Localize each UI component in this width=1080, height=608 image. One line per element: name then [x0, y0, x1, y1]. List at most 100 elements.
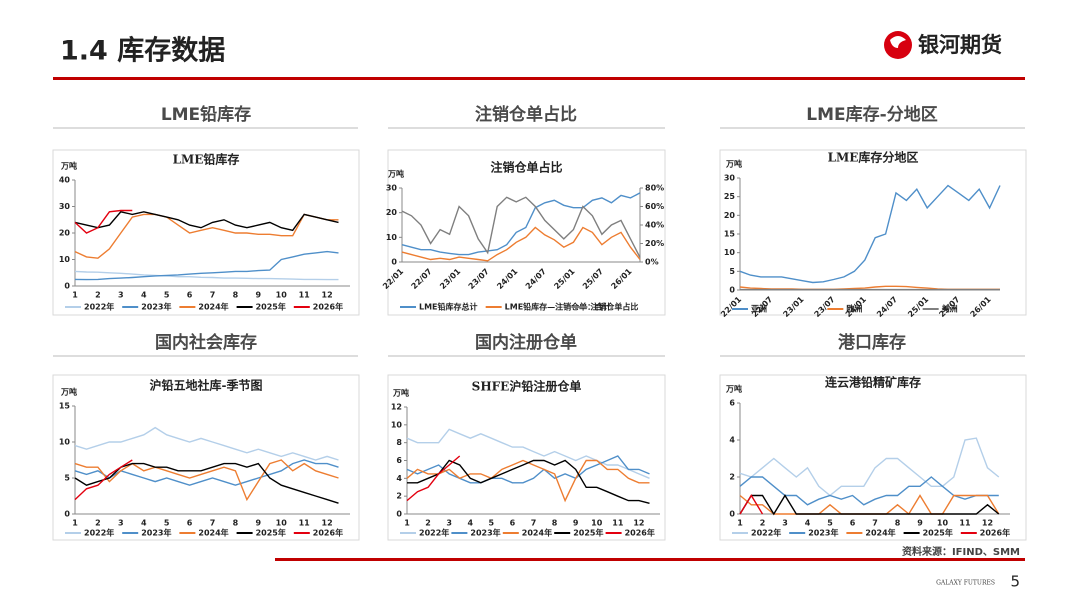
- series-line: [739, 494, 1000, 516]
- logo-text: 银河期货: [918, 33, 1002, 57]
- legend-label: 2026年: [313, 302, 343, 312]
- legend-label: 2026年: [625, 528, 655, 538]
- x-tick-label: 2: [95, 291, 101, 300]
- legend-label: 2022年: [84, 302, 114, 312]
- x-tick-label: 4: [141, 519, 147, 528]
- y-tick-label: 20: [724, 211, 736, 220]
- series-line: [74, 459, 339, 502]
- x-tick-label: 3: [782, 519, 788, 528]
- y-tick-label: 10: [391, 420, 403, 429]
- series-line: [74, 211, 339, 232]
- x-tick-label: 6: [510, 519, 516, 528]
- chart-title: 连云港铅精矿库存: [825, 375, 921, 390]
- series-line: [74, 462, 339, 504]
- y-tick-label: 4: [729, 436, 735, 445]
- section-title: LME铅库存: [161, 104, 251, 125]
- x-tick-label: 12: [982, 519, 993, 528]
- legend-label: LME铅库存—注销仓单：合计: [505, 302, 612, 312]
- x-tick-label: 5: [164, 291, 170, 300]
- y-tick-label: 0: [729, 510, 735, 519]
- legend-label: LME铅库存总计: [419, 302, 478, 312]
- y-tick-label: 30: [386, 184, 398, 193]
- x-tick-label: 11: [612, 519, 624, 528]
- series-line: [74, 270, 339, 281]
- y-tick-label: 0: [396, 510, 402, 519]
- y-tick-label: 15: [59, 402, 71, 411]
- x-tick-label: 23/07: [467, 267, 491, 291]
- series-line: [401, 192, 641, 256]
- x-tick-label: 2: [425, 519, 431, 528]
- series-line: [739, 476, 999, 506]
- legend-label: 2024年: [522, 528, 552, 538]
- x-tick-label: 8: [233, 519, 239, 528]
- x-tick-label: 24/01: [495, 267, 519, 291]
- y-tick-label: 6: [396, 456, 402, 465]
- page-title: 1.4 库存数据: [60, 36, 225, 67]
- x-tick-label: 4: [805, 519, 811, 528]
- legend-label: 2024年: [198, 302, 228, 312]
- section-title: 国内社会库存: [155, 332, 257, 353]
- y-tick-label: 0: [64, 510, 70, 519]
- legend-label: 2023年: [141, 528, 171, 538]
- section-title: 注销仓单占比: [475, 104, 577, 125]
- header-rule: [53, 77, 1025, 80]
- unit-label: 万吨: [387, 169, 404, 179]
- x-tick-label: 5: [164, 519, 170, 528]
- y-tick-label: 4: [396, 474, 402, 483]
- x-tick-label: 9: [256, 291, 262, 300]
- legend-label: 2023年: [141, 302, 171, 312]
- x-tick-label: 11: [299, 519, 311, 528]
- x-tick-label: 9: [256, 519, 262, 528]
- x-tick-label: 8: [552, 519, 558, 528]
- unit-label: 万吨: [392, 388, 409, 398]
- series-line: [739, 184, 1001, 284]
- legend-label: 2023年: [470, 528, 500, 538]
- section-rules: [53, 127, 1025, 357]
- y-tick-label: 20: [59, 229, 71, 238]
- x-tick-label: 9: [573, 519, 579, 528]
- x-tick-label: 8: [233, 291, 239, 300]
- y2-tick-label: 80%: [645, 184, 664, 193]
- x-tick-label: 26/01: [609, 267, 633, 291]
- y-tick-label: 30: [724, 174, 736, 183]
- legend-label: 欧洲: [846, 304, 862, 314]
- x-tick-label: 5: [827, 519, 833, 528]
- chart-title: LME铅库存: [173, 152, 240, 167]
- legend-label: 注销仓单占比: [590, 302, 638, 312]
- x-tick-label: 7: [531, 519, 537, 528]
- series-line: [406, 455, 650, 484]
- legend-label: 2024年: [865, 528, 895, 538]
- y-tick-label: 10: [59, 438, 71, 447]
- legend-label: 2022年: [419, 528, 449, 538]
- x-tick-label: 24/07: [524, 267, 548, 291]
- legend-label: 2023年: [808, 528, 838, 538]
- section-title: 国内注册仓单: [475, 332, 577, 353]
- x-tick-label: 22/07: [410, 267, 434, 291]
- y2-tick-label: 60%: [645, 202, 664, 211]
- x-tick-label: 12: [322, 291, 333, 300]
- series-line: [739, 494, 764, 515]
- x-tick-label: 10: [276, 291, 288, 300]
- x-tick-label: 6: [187, 291, 193, 300]
- legend-label: 2022年: [84, 528, 114, 538]
- x-tick-label: 1: [404, 519, 410, 528]
- x-tick-label: 1: [72, 519, 78, 528]
- series-line: [739, 437, 1000, 497]
- x-tick-label: 7: [210, 519, 216, 528]
- series-line: [406, 428, 650, 479]
- x-tick-label: 10: [276, 519, 288, 528]
- chart-title: LME库存分地区: [828, 150, 919, 165]
- x-tick-label: 11: [299, 291, 311, 300]
- y-tick-label: 0: [391, 258, 397, 267]
- y-tick-label: 10: [724, 248, 736, 257]
- chart-title: 沪铅五地社库-季节图: [150, 378, 263, 393]
- x-tick-label: 2: [760, 519, 766, 528]
- y-tick-label: 0: [729, 286, 735, 295]
- legend-label: 2025年: [256, 302, 286, 312]
- legend-label: 2025年: [256, 528, 286, 538]
- y-tick-label: 5: [64, 474, 70, 483]
- legend-label: 2022年: [751, 528, 781, 538]
- unit-label: 万吨: [60, 161, 77, 171]
- y-tick-label: 2: [396, 492, 402, 501]
